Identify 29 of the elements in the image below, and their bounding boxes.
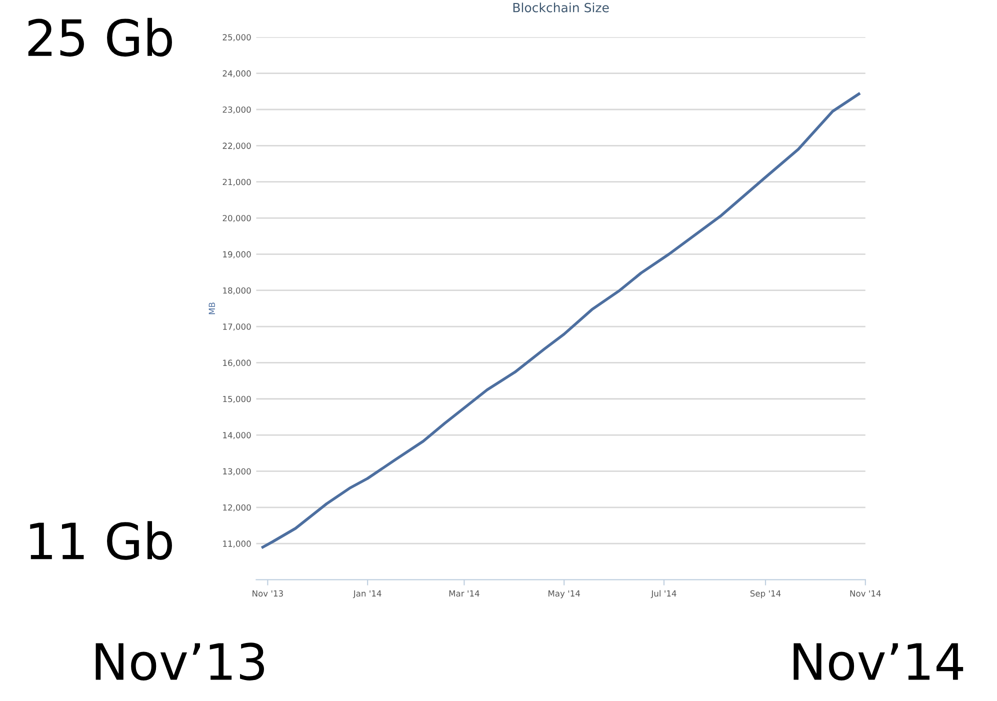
y-tick-label: 13,000 [223,468,251,476]
x-tick-label: Nov '14 [850,590,881,597]
y-tick-label: 20,000 [222,214,251,222]
y-tick-label: 18,000 [223,287,251,294]
y-tick-label: 14,000 [223,432,251,440]
text: Nov’14 [794,643,964,680]
x-tick-label: Jan '14 [352,590,382,598]
y-axis-title: MB [208,302,215,314]
y-tick-label: 17,000 [223,324,251,331]
text: Nov’13 [96,642,264,680]
x-tick-label: Jul '14 [650,590,676,598]
y-tick-label: 16,000 [223,360,251,367]
chart-title: Blockchain Size [513,2,609,12]
x-tick-label: May '14 [548,590,580,598]
y-tick-label: 19,000 [223,251,251,258]
y-tick-label: 22,000 [222,142,251,150]
y-tick-label: 15,000 [223,396,251,404]
y-tick-label: 25,000 [222,34,251,42]
text: 25 Gb [28,18,172,57]
y-tick-label: 24,000 [222,70,251,78]
y-tick-label: 11,000 [223,540,251,548]
y-tick-label: 23,000 [222,106,251,114]
y-tick-label: 21,000 [222,178,251,186]
line-series [261,92,860,549]
y-tick-label: 12,000 [223,504,251,512]
x-tick-label: Nov '13 [252,590,283,597]
x-tick-label: Sep '14 [750,590,781,598]
text: 11 Gb [30,521,172,560]
x-tick-label: Mar '14 [449,590,480,597]
